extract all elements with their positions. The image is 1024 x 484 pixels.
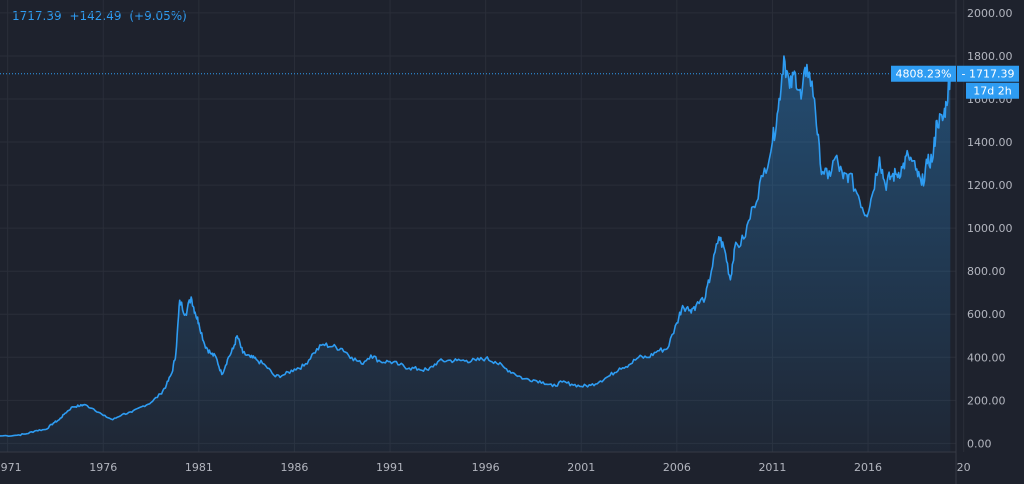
x-tick-label: 2011 [758, 461, 786, 474]
y-tick-label: 2000.00 [967, 7, 1013, 20]
percent-badge-label: 4808.23% [896, 68, 952, 81]
y-tick-label: 400.00 [967, 351, 1006, 364]
x-tick-label: 1991 [376, 461, 404, 474]
y-tick-label: 600.00 [967, 308, 1006, 321]
y-tick-label: 1000.00 [967, 222, 1013, 235]
y-tick-label: 800.00 [967, 265, 1006, 278]
x-tick-label: 2006 [663, 461, 691, 474]
countdown-badge [966, 82, 1019, 99]
y-tick-label: 1400.00 [967, 136, 1013, 149]
x-tick-label: 1986 [280, 461, 308, 474]
series-line [0, 55, 952, 437]
overlay: 4808.23% - 1717.39 17d 2h [0, 65, 1019, 99]
y-tick-label: 1200.00 [967, 179, 1013, 192]
x-tick-label: 1981 [185, 461, 213, 474]
y-tick-label: 0.00 [967, 437, 992, 450]
last-price-badge [957, 65, 1019, 82]
countdown-badge-label: 17d 2h [973, 85, 1011, 98]
y-tick-label: 1800.00 [967, 50, 1013, 63]
series-area [0, 56, 951, 452]
percent-badge [891, 65, 956, 82]
x-tick-label: 20 [957, 461, 971, 474]
last-price-badge-label: - 1717.39 [962, 68, 1015, 81]
x-tick-label: 1976 [89, 461, 117, 474]
x-tick-label: 1996 [472, 461, 500, 474]
x-tick-label: 2016 [854, 461, 882, 474]
area-layer [0, 55, 952, 452]
x-tick-label: 2001 [567, 461, 595, 474]
y-tick-label: 200.00 [967, 394, 1006, 407]
x-tick-label: 1971 [0, 461, 22, 474]
